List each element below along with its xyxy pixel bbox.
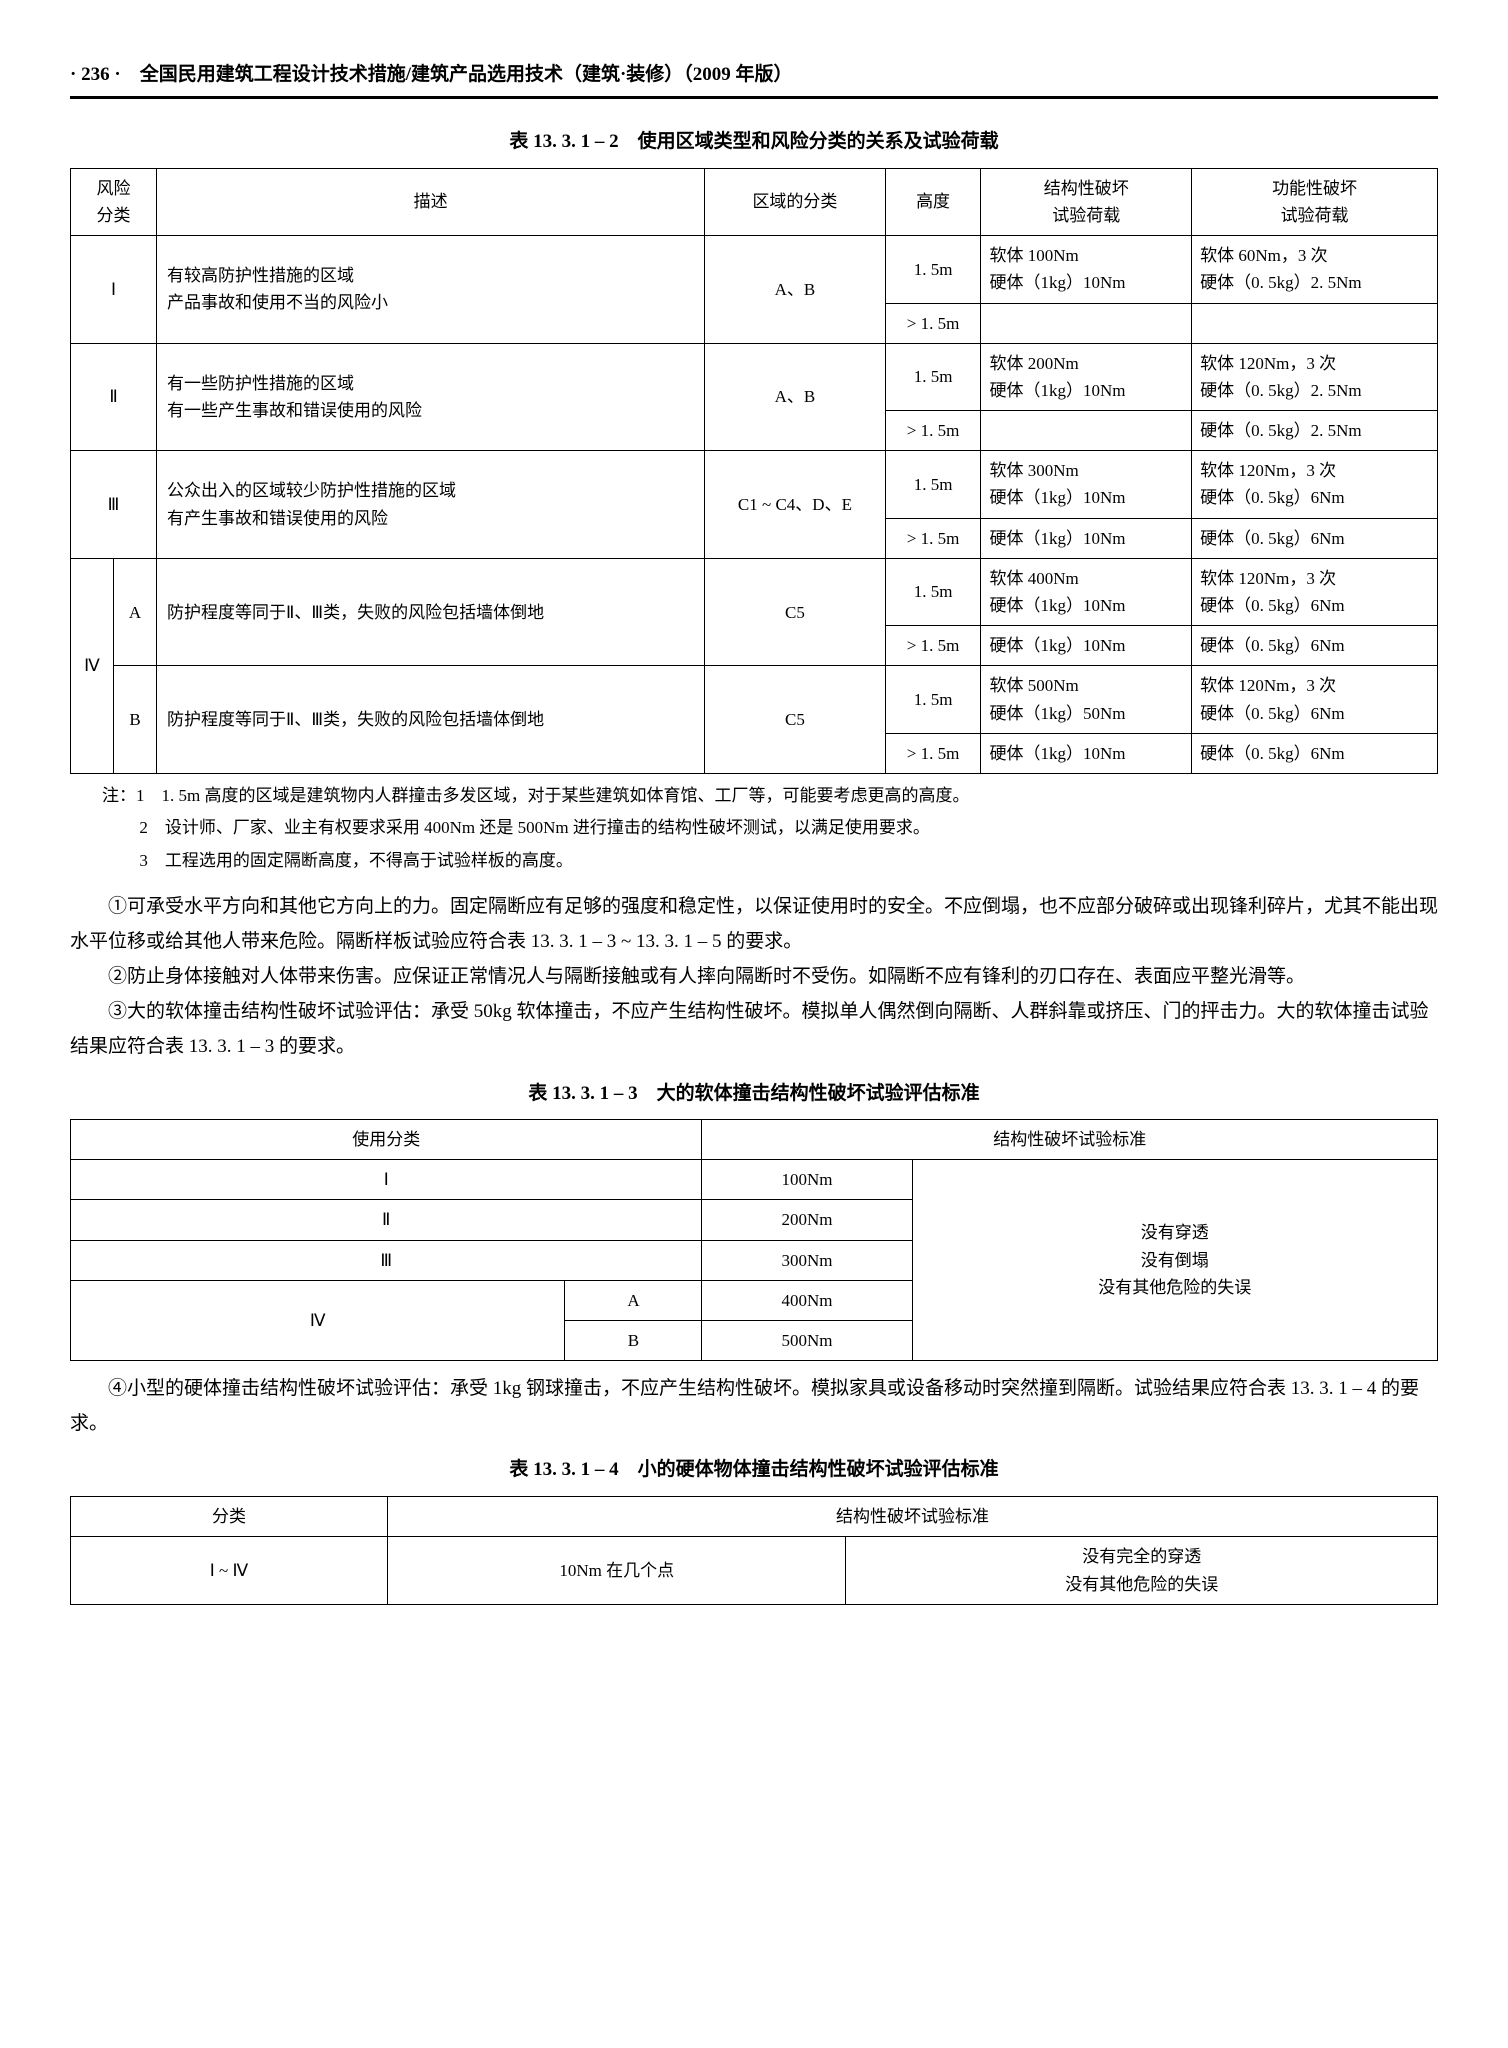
struct-1b [981,303,1192,343]
height-1a: 1. 5m [885,236,981,303]
col-zone: 区域的分类 [705,168,885,235]
struct-4b2: 硬体（1kg）10Nm [981,733,1192,773]
para-3: ③大的软体撞击结构性破坏试验评估：承受 50kg 软体撞击，不应产生结构性破坏。… [70,994,1438,1064]
table-header-row: 分类 结构性破坏试验标准 [71,1496,1438,1536]
table-row: Ⅳ A 防护程度等同于Ⅱ、Ⅲ类，失败的风险包括墙体倒地 C5 1. 5m 软体 … [71,558,1438,625]
t4-cat: Ⅰ ~ Ⅳ [71,1536,388,1604]
struct-2b [981,411,1192,451]
page-number: · 236 · [70,64,121,85]
page-header: · 236 · 全国民用建筑工程设计技术措施/建筑产品选用技术（建筑·装修）（2… [70,60,1438,99]
t3-val-5: 500Nm [702,1320,912,1360]
risk-cat-4: Ⅳ [71,558,114,773]
t3-col-criteria: 结构性破坏试验标准 [702,1119,1438,1159]
table-header-row: 风险 分类 描述 区域的分类 高度 结构性破坏 试验荷载 功能性破坏 试验荷载 [71,168,1438,235]
height-4a2: > 1. 5m [885,626,981,666]
table-row: B 防护程度等同于Ⅱ、Ⅲ类，失败的风险包括墙体倒地 C5 1. 5m 软体 50… [71,666,1438,733]
zone-3: C1 ~ C4、D、E [705,451,885,559]
table1-title: 表 13. 3. 1 – 2 使用区域类型和风险分类的关系及试验荷载 [70,127,1438,157]
func-2a: 软体 120Nm，3 次 硬体（0. 5kg）2. 5Nm [1192,343,1438,410]
struct-4a1: 软体 400Nm 硬体（1kg）10Nm [981,558,1192,625]
struct-3b: 硬体（1kg）10Nm [981,518,1192,558]
zone-4a: C5 [705,558,885,666]
func-1b [1192,303,1438,343]
desc-3: 公众出入的区域较少防护性措施的区域 有产生事故和错误使用的风险 [157,451,705,559]
t3-cat-4: Ⅳ [71,1280,565,1360]
desc-1: 有较高防护性措施的区域 产品事故和使用不当的风险小 [157,236,705,344]
para-2: ②防止身体接触对人体带来伤害。应保证正常情况人与隔断接触或有人摔向隔断时不受伤。… [70,959,1438,994]
desc-4b: 防护程度等同于Ⅱ、Ⅲ类，失败的风险包括墙体倒地 [157,666,705,774]
col-height: 高度 [885,168,981,235]
table4: 分类 结构性破坏试验标准 Ⅰ ~ Ⅳ 10Nm 在几个点 没有完全的穿透 没有其… [70,1496,1438,1605]
t3-col-category: 使用分类 [71,1119,702,1159]
col-functional: 功能性破坏 试验荷载 [1192,168,1438,235]
para-4: ④小型的硬体撞击结构性破坏试验评估：承受 1kg 钢球撞击，不应产生结构性破坏。… [70,1371,1438,1441]
height-2a: 1. 5m [885,343,981,410]
t3-sub-B: B [565,1320,702,1360]
zone-4b: C5 [705,666,885,774]
t3-sub-A: A [565,1280,702,1320]
t3-val-3: 300Nm [702,1240,912,1280]
risk-cat-1: Ⅰ [71,236,157,344]
t3-cat-1: Ⅰ [71,1160,702,1200]
risk-cat-2: Ⅱ [71,343,157,451]
risk-cat-3: Ⅲ [71,451,157,559]
height-3a: 1. 5m [885,451,981,518]
func-1a: 软体 60Nm，3 次 硬体（0. 5kg）2. 5Nm [1192,236,1438,303]
desc-4a: 防护程度等同于Ⅱ、Ⅲ类，失败的风险包括墙体倒地 [157,558,705,666]
col-risk-category: 风险 分类 [71,168,157,235]
struct-4a2: 硬体（1kg）10Nm [981,626,1192,666]
height-3b: > 1. 5m [885,518,981,558]
table1-notes: 注：1 1. 5m 高度的区域是建筑物内人群撞击多发区域，对于某些建筑如体育馆、… [102,780,1438,877]
t3-val-2: 200Nm [702,1200,912,1240]
note-3: 3 工程选用的固定隔断高度，不得高于试验样板的高度。 [139,845,1438,877]
height-4b1: 1. 5m [885,666,981,733]
struct-1a: 软体 100Nm 硬体（1kg）10Nm [981,236,1192,303]
page-title: 全国民用建筑工程设计技术措施/建筑产品选用技术（建筑·装修）（2009 年版） [140,64,793,85]
struct-3a: 软体 300Nm 硬体（1kg）10Nm [981,451,1192,518]
func-2b: 硬体（0. 5kg）2. 5Nm [1192,411,1438,451]
func-3a: 软体 120Nm，3 次 硬体（0. 5kg）6Nm [1192,451,1438,518]
func-3b: 硬体（0. 5kg）6Nm [1192,518,1438,558]
table4-title: 表 13. 3. 1 – 4 小的硬体物体撞击结构性破坏试验评估标准 [70,1455,1438,1485]
func-4a1: 软体 120Nm，3 次 硬体（0. 5kg）6Nm [1192,558,1438,625]
table-row: Ⅰ ~ Ⅳ 10Nm 在几个点 没有完全的穿透 没有其他危险的失误 [71,1536,1438,1604]
desc-2: 有一些防护性措施的区域 有一些产生事故和错误使用的风险 [157,343,705,451]
risk-subcat-B: B [114,666,157,774]
col-description: 描述 [157,168,705,235]
risk-subcat-A: A [114,558,157,666]
t3-cat-3: Ⅲ [71,1240,702,1280]
table-row: Ⅰ 100Nm 没有穿透 没有倒塌 没有其他危险的失误 [71,1160,1438,1200]
height-2b: > 1. 5m [885,411,981,451]
table1: 风险 分类 描述 区域的分类 高度 结构性破坏 试验荷载 功能性破坏 试验荷载 … [70,168,1438,774]
height-4b2: > 1. 5m [885,733,981,773]
t3-val-1: 100Nm [702,1160,912,1200]
note-1: 注：1 1. 5m 高度的区域是建筑物内人群撞击多发区域，对于某些建筑如体育馆、… [102,780,1438,812]
t4-criteria: 没有完全的穿透 没有其他危险的失误 [846,1536,1438,1604]
table-row: Ⅰ 有较高防护性措施的区域 产品事故和使用不当的风险小 A、B 1. 5m 软体… [71,236,1438,303]
height-1b: > 1. 5m [885,303,981,343]
func-4b1: 软体 120Nm，3 次 硬体（0. 5kg）6Nm [1192,666,1438,733]
table3: 使用分类 结构性破坏试验标准 Ⅰ 100Nm 没有穿透 没有倒塌 没有其他危险的… [70,1119,1438,1361]
para-1: ①可承受水平方向和其他它方向上的力。固定隔断应有足够的强度和稳定性，以保证使用时… [70,889,1438,959]
t3-val-4: 400Nm [702,1280,912,1320]
table-header-row: 使用分类 结构性破坏试验标准 [71,1119,1438,1159]
struct-2a: 软体 200Nm 硬体（1kg）10Nm [981,343,1192,410]
t4-val: 10Nm 在几个点 [388,1536,846,1604]
table-row: Ⅱ 有一些防护性措施的区域 有一些产生事故和错误使用的风险 A、B 1. 5m … [71,343,1438,410]
t4-col-criteria: 结构性破坏试验标准 [388,1496,1438,1536]
struct-4b1: 软体 500Nm 硬体（1kg）50Nm [981,666,1192,733]
t4-col-category: 分类 [71,1496,388,1536]
t3-cat-2: Ⅱ [71,1200,702,1240]
table3-title: 表 13. 3. 1 – 3 大的软体撞击结构性破坏试验评估标准 [70,1079,1438,1109]
func-4b2: 硬体（0. 5kg）6Nm [1192,733,1438,773]
zone-1: A、B [705,236,885,344]
table-row: Ⅲ 公众出入的区域较少防护性措施的区域 有产生事故和错误使用的风险 C1 ~ C… [71,451,1438,518]
zone-2: A、B [705,343,885,451]
note-2: 2 设计师、厂家、业主有权要求采用 400Nm 还是 500Nm 进行撞击的结构… [139,812,1438,844]
col-structural: 结构性破坏 试验荷载 [981,168,1192,235]
func-4a2: 硬体（0. 5kg）6Nm [1192,626,1438,666]
height-4a1: 1. 5m [885,558,981,625]
t3-criteria: 没有穿透 没有倒塌 没有其他危险的失误 [912,1160,1437,1361]
